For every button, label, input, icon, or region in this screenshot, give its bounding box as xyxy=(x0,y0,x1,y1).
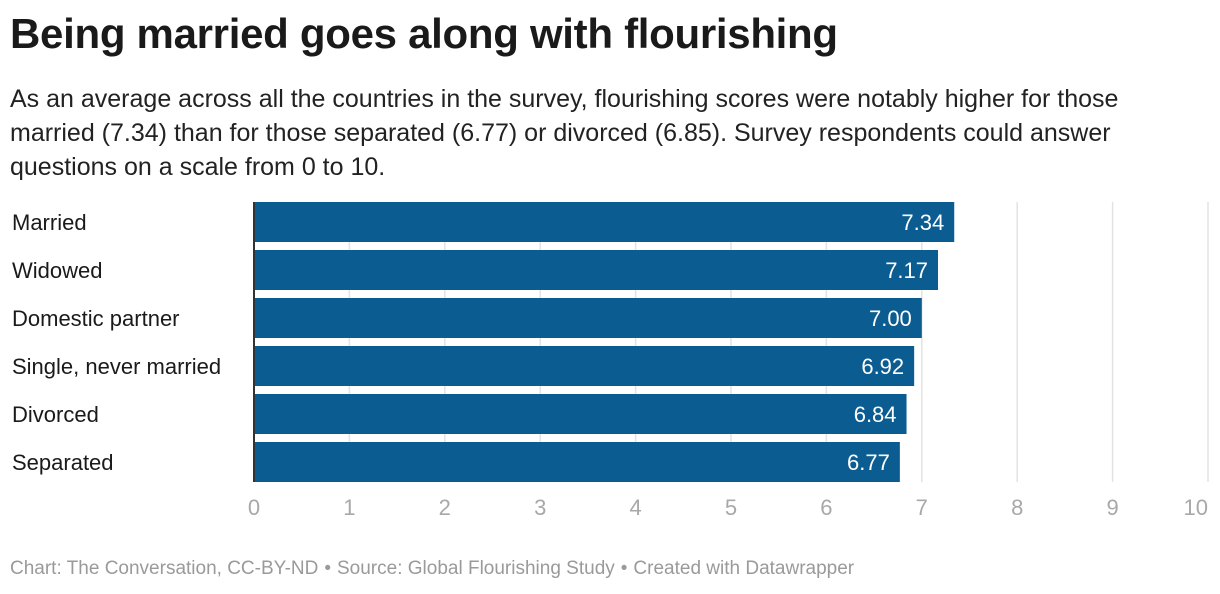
x-tick-label: 4 xyxy=(629,495,641,520)
footer-separator: • xyxy=(620,558,628,579)
x-tick-label: 3 xyxy=(534,495,546,520)
value-label: 6.92 xyxy=(861,354,904,379)
bar xyxy=(254,346,915,386)
chart-footer: Chart: The Conversation, CC-BY-ND • Source… xyxy=(10,558,854,580)
x-tick-label: 6 xyxy=(820,495,832,520)
x-tick-label: 0 xyxy=(248,495,260,520)
x-tick-label: 5 xyxy=(725,495,737,520)
value-label: 7.34 xyxy=(901,210,944,235)
category-label: Single, never married xyxy=(12,354,221,379)
value-label: 6.77 xyxy=(847,450,890,475)
bar xyxy=(254,394,907,434)
value-label: 7.00 xyxy=(869,306,912,331)
value-label: 7.17 xyxy=(885,258,928,283)
x-tick-label: 8 xyxy=(1011,495,1023,520)
x-tick-label: 1 xyxy=(343,495,355,520)
bar xyxy=(254,442,900,482)
x-tick-label: 9 xyxy=(1106,495,1118,520)
x-tick-label: 7 xyxy=(916,495,928,520)
chart-description: As an average across all the countries i… xyxy=(10,85,1119,181)
chart-title: Being married goes along with flourishin… xyxy=(10,10,838,57)
footer-separator: • xyxy=(324,558,331,579)
category-label: Divorced xyxy=(12,402,99,427)
value-label: 6.84 xyxy=(854,402,897,427)
category-label: Widowed xyxy=(12,258,102,283)
bar xyxy=(254,202,955,242)
category-label: Married xyxy=(12,210,87,235)
category-label: Separated xyxy=(12,450,114,475)
created-with: Created with Datawrapper xyxy=(633,558,855,579)
chart-source: Source: Global Flourishing Study xyxy=(337,558,615,579)
bar xyxy=(254,250,939,290)
x-tick-label: 2 xyxy=(439,495,451,520)
bar-chart: Married 7.34 Widowed 7.17 Domestic partner 7.… xyxy=(12,202,1209,520)
x-tick-label: 10 xyxy=(1184,495,1208,520)
category-label: Domestic partner xyxy=(12,306,180,331)
bar xyxy=(254,298,922,338)
chart-credit: Chart: The Conversation, CC-BY-ND xyxy=(10,558,319,579)
